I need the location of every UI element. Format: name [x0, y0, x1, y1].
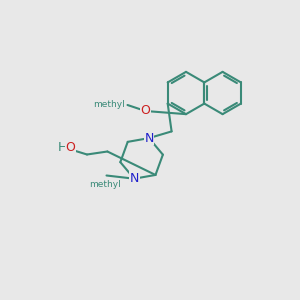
Text: N: N — [144, 132, 154, 145]
Text: methyl: methyl — [93, 100, 124, 109]
Text: O: O — [66, 141, 75, 154]
Text: H: H — [58, 141, 67, 154]
Text: N: N — [130, 172, 139, 185]
Text: O: O — [141, 104, 150, 118]
Text: methyl: methyl — [89, 180, 121, 189]
